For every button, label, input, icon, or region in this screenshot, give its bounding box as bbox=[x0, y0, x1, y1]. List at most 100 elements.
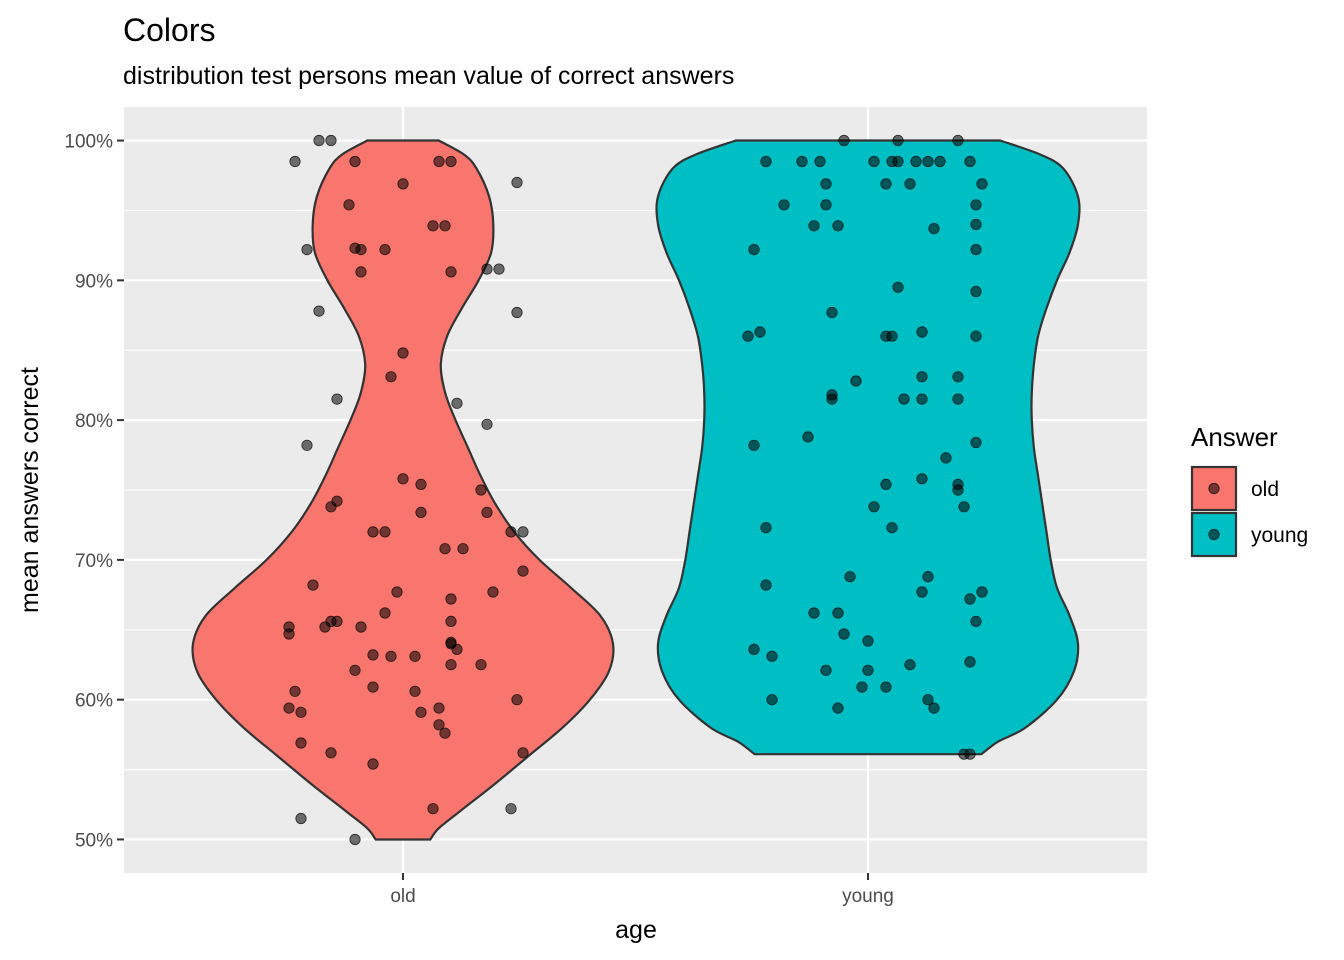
data-point-young bbox=[838, 134, 850, 147]
data-point-young bbox=[826, 393, 838, 405]
data-point-old bbox=[511, 306, 523, 319]
data-point-young bbox=[922, 694, 934, 706]
legend-title: Answer bbox=[1191, 422, 1278, 452]
data-point-old bbox=[325, 501, 337, 513]
data-point-young bbox=[898, 393, 910, 405]
data-point-young bbox=[778, 199, 790, 211]
data-point-old bbox=[451, 397, 463, 409]
data-point-young bbox=[766, 650, 778, 662]
data-point-young bbox=[820, 199, 832, 211]
data-point-young bbox=[916, 586, 928, 598]
data-point-old bbox=[355, 266, 367, 278]
violin-old bbox=[191, 139, 615, 841]
chart-title: Colors bbox=[123, 12, 215, 48]
legend-key-point bbox=[1208, 528, 1220, 541]
y-tick-label: 100% bbox=[64, 132, 113, 153]
data-point-old bbox=[379, 607, 391, 619]
y-tick-label: 90% bbox=[75, 271, 113, 292]
data-point-old bbox=[433, 702, 445, 714]
data-point-young bbox=[970, 615, 982, 628]
data-point-old bbox=[397, 473, 409, 485]
data-point-young bbox=[904, 659, 916, 671]
data-point-young bbox=[928, 702, 940, 714]
data-point-old bbox=[289, 685, 301, 697]
x-axis: old young bbox=[390, 873, 894, 907]
data-point-old bbox=[301, 244, 313, 256]
data-point-old bbox=[385, 371, 397, 383]
data-point-old bbox=[481, 506, 493, 519]
data-point-old bbox=[409, 650, 421, 662]
data-point-young bbox=[922, 571, 934, 583]
data-point-old bbox=[289, 155, 301, 168]
data-point-young bbox=[760, 522, 772, 534]
data-point-old bbox=[355, 244, 367, 256]
data-point-old bbox=[511, 694, 523, 706]
data-point-young bbox=[916, 371, 928, 383]
data-point-old bbox=[367, 526, 379, 538]
legend-key-point bbox=[1208, 482, 1220, 495]
chart-subtitle: distribution test persons mean value of … bbox=[123, 62, 734, 90]
data-point-young bbox=[892, 155, 904, 168]
data-point-young bbox=[958, 501, 970, 513]
data-point-young bbox=[760, 155, 772, 168]
data-point-old bbox=[409, 685, 421, 697]
data-point-old bbox=[283, 702, 295, 714]
data-point-young bbox=[796, 155, 808, 168]
data-point-old bbox=[397, 178, 409, 190]
y-tick-label: 50% bbox=[75, 830, 113, 851]
data-point-young bbox=[802, 431, 814, 443]
data-point-old bbox=[295, 706, 307, 718]
data-point-old bbox=[343, 199, 355, 211]
data-point-young bbox=[808, 220, 820, 232]
data-point-old bbox=[433, 719, 445, 731]
legend-label-young: young bbox=[1251, 524, 1308, 547]
data-point-young bbox=[826, 306, 838, 319]
data-point-young bbox=[838, 628, 850, 640]
data-point-young bbox=[868, 155, 880, 168]
x-tick-label-old: old bbox=[390, 886, 415, 907]
data-point-old bbox=[325, 747, 337, 759]
data-point-young bbox=[844, 571, 856, 583]
data-point-young bbox=[928, 223, 940, 235]
data-point-old bbox=[379, 526, 391, 538]
data-point-old bbox=[517, 526, 529, 538]
data-point-young bbox=[820, 664, 832, 676]
y-axis-title: mean answers correct bbox=[16, 367, 44, 613]
data-point-young bbox=[850, 375, 862, 387]
data-point-old bbox=[445, 615, 457, 628]
data-point-old bbox=[475, 484, 487, 496]
data-point-old bbox=[307, 579, 319, 591]
data-point-young bbox=[880, 478, 892, 490]
data-point-old bbox=[325, 615, 337, 628]
data-point-young bbox=[742, 330, 754, 342]
data-point-young bbox=[940, 452, 952, 464]
data-point-young bbox=[970, 218, 982, 230]
data-point-young bbox=[952, 371, 964, 383]
legend: Answer old young bbox=[1190, 422, 1308, 558]
data-point-young bbox=[970, 436, 982, 449]
data-point-young bbox=[952, 134, 964, 147]
data-point-old bbox=[295, 737, 307, 749]
data-point-young bbox=[964, 155, 976, 168]
data-point-old bbox=[517, 747, 529, 759]
data-point-young bbox=[880, 681, 892, 693]
data-point-young bbox=[886, 330, 898, 342]
x-tick-label-young: young bbox=[842, 886, 894, 907]
data-point-old bbox=[445, 593, 457, 605]
data-point-young bbox=[892, 134, 904, 147]
data-point-young bbox=[748, 439, 760, 451]
data-point-young bbox=[862, 664, 874, 676]
data-point-young bbox=[748, 244, 760, 256]
data-point-old bbox=[367, 681, 379, 693]
data-point-old bbox=[349, 833, 361, 846]
data-point-old bbox=[493, 263, 505, 275]
data-point-young bbox=[922, 155, 934, 168]
data-point-old bbox=[517, 565, 529, 577]
data-point-old bbox=[481, 418, 493, 430]
y-tick-label: 60% bbox=[75, 691, 113, 712]
data-point-old bbox=[283, 628, 295, 640]
data-point-old bbox=[427, 803, 439, 815]
data-point-young bbox=[832, 220, 844, 232]
data-point-young bbox=[832, 702, 844, 714]
